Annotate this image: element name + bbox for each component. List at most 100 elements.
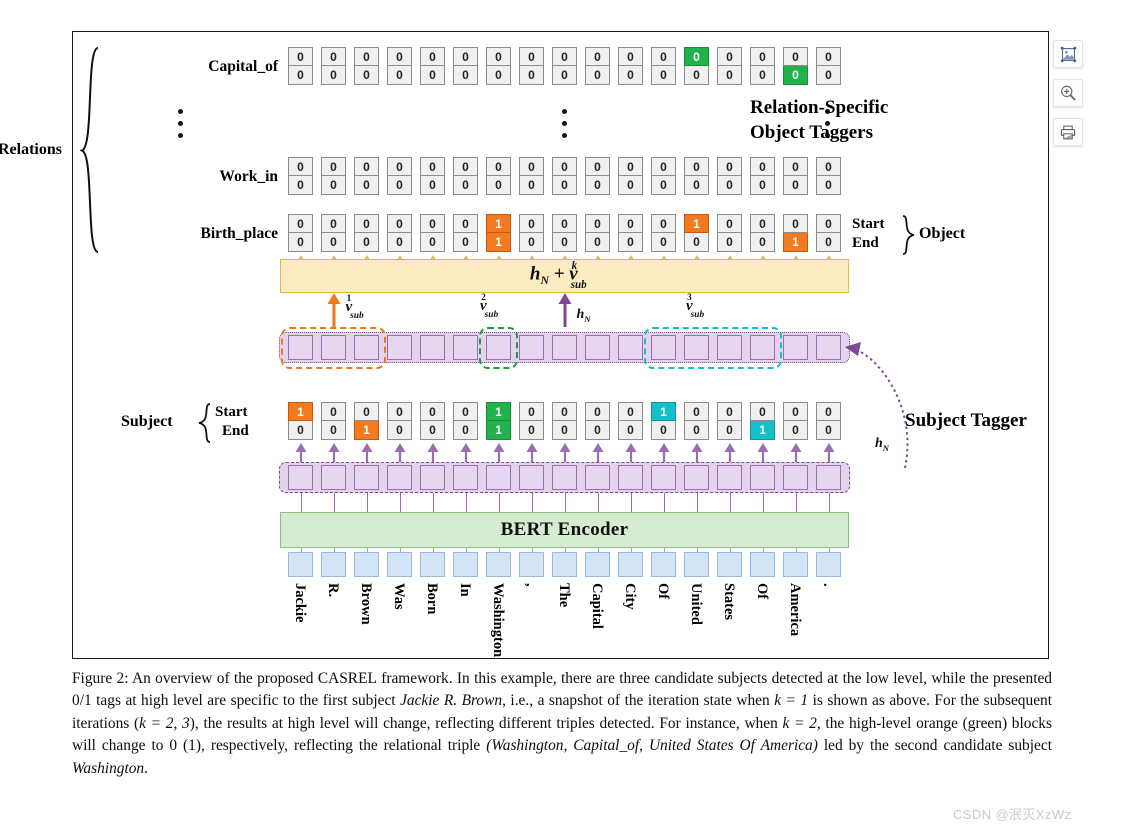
tag-cell-end: 0 <box>453 66 478 85</box>
relations-ellipsis-right <box>825 109 830 138</box>
object-start-label: Start <box>852 216 885 232</box>
zoom-in-button[interactable] <box>1053 79 1083 107</box>
token-box-2 <box>354 552 379 577</box>
tag-cell-end: 0 <box>717 176 742 195</box>
tag-cell-start: 0 <box>288 157 313 176</box>
bert-out-line-11 <box>663 493 665 512</box>
tag-cell-end: 0 <box>519 421 544 440</box>
tag-cell-end: 0 <box>387 233 412 252</box>
tag-cell-end: 0 <box>684 66 709 85</box>
subj-arrow-7 <box>526 443 537 462</box>
obj-arrow-12 <box>694 255 699 259</box>
tag-cell-end: 0 <box>321 176 346 195</box>
token-word-14: Of <box>754 583 770 600</box>
tag-cell-end: 0 <box>783 421 808 440</box>
token-box-15 <box>783 552 808 577</box>
token-word-6: Washington <box>490 583 506 658</box>
bert-out-line-6 <box>498 493 500 512</box>
tag-cell-start: 0 <box>420 47 445 66</box>
token-word-1: R. <box>325 583 341 598</box>
bert-in-line-0 <box>300 548 302 552</box>
figure-caption: Figure 2: An overview of the proposed CA… <box>72 668 1052 780</box>
token-word-4: Born <box>424 583 440 615</box>
tag-cell-start: 0 <box>618 402 643 421</box>
tag-cell-end: 0 <box>585 176 610 195</box>
tag-cell-end: 0 <box>651 66 676 85</box>
subject-span-box-1 <box>281 327 386 369</box>
object-end-label: End <box>852 235 879 251</box>
print-button[interactable] <box>1053 118 1083 146</box>
bert-out-line-13 <box>729 493 731 512</box>
bert-out-line-15 <box>795 493 797 512</box>
subj-arrow-2 <box>361 443 372 462</box>
subj-arrow-14 <box>757 443 768 462</box>
hidden-state-box-upper-1 <box>321 335 346 360</box>
tag-cell-start: 0 <box>816 157 841 176</box>
tag-cell-end: 0 <box>519 233 544 252</box>
tag-cell-start: 0 <box>618 157 643 176</box>
tag-cell-start: 0 <box>618 214 643 233</box>
tag-cell-start: 0 <box>585 157 610 176</box>
tag-cell-start: 0 <box>717 402 742 421</box>
tag-cell-end: 0 <box>420 66 445 85</box>
obj-arrow-7 <box>529 255 534 259</box>
subject-brace <box>198 403 211 443</box>
tag-cell-start: 0 <box>354 402 379 421</box>
viewer-toolbar <box>1053 40 1087 146</box>
tag-cell-end: 0 <box>717 66 742 85</box>
caption-subject: Jackie R. Brown <box>400 692 503 710</box>
token-word-7: , <box>523 583 539 587</box>
tag-cell-start: 0 <box>486 47 511 66</box>
subj-arrow-12 <box>691 443 702 462</box>
hidden-state-box-upper-11 <box>651 335 676 360</box>
tag-cell-start: 0 <box>717 157 742 176</box>
subject-span-box-3 <box>644 327 782 369</box>
obj-arrow-15 <box>793 255 798 259</box>
tag-cell-end: 0 <box>519 66 544 85</box>
subj-arrow-11 <box>658 443 669 462</box>
tag-cell-start: 0 <box>585 214 610 233</box>
bert-in-line-4 <box>432 548 434 552</box>
tag-cell-end: 1 <box>486 233 511 252</box>
object-taggers-title-l1: Relation-Specific <box>750 97 889 118</box>
relations-ellipsis-mid <box>562 109 567 138</box>
tag-cell-end: 0 <box>519 176 544 195</box>
caption-k1: k = 1 <box>774 692 809 710</box>
h-N-arrow-up <box>558 293 571 327</box>
bert-in-line-9 <box>597 548 599 552</box>
tag-cell-end: 0 <box>816 233 841 252</box>
tag-cell-start: 0 <box>717 47 742 66</box>
tag-cell-end: 0 <box>618 176 643 195</box>
subj-arrow-1 <box>328 443 339 462</box>
tag-cell-end: 0 <box>750 233 775 252</box>
bert-in-line-12 <box>696 548 698 552</box>
tag-cell-start: 0 <box>387 214 412 233</box>
token-box-0 <box>288 552 313 577</box>
token-box-16 <box>816 552 841 577</box>
image-button[interactable] <box>1053 40 1083 68</box>
subj-arrow-6 <box>493 443 504 462</box>
v-sub-3-label: vsub3 <box>686 293 705 320</box>
token-word-9: Capital <box>589 583 605 629</box>
tag-cell-end: 0 <box>585 66 610 85</box>
